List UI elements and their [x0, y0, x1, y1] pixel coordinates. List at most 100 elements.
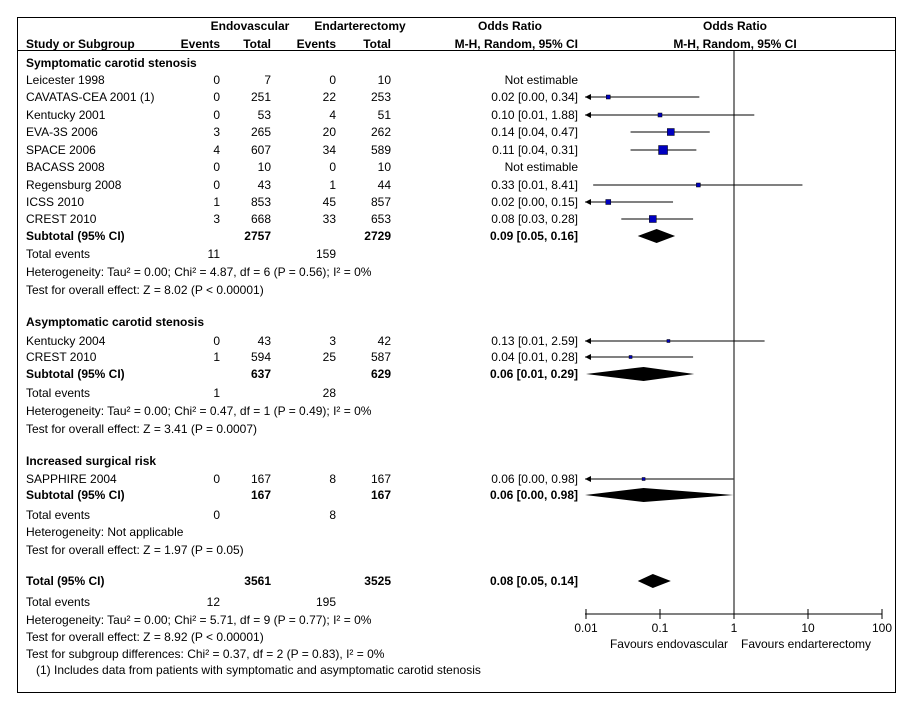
study-odds-ratio-ci: 0.13 [0.01, 2.59]	[491, 334, 578, 348]
study-group2-events: 0	[329, 160, 336, 174]
plot-method: M-H, Random, 95% CI	[673, 37, 797, 51]
study-odds-ratio-ci: 0.04 [0.01, 0.28]	[491, 350, 578, 364]
study-group2-total: 167	[370, 472, 391, 486]
study-group1-events: 0	[213, 90, 220, 104]
study-group2-events: 1	[329, 178, 336, 192]
study-group2-total: 253	[370, 90, 391, 104]
overall-effect-text: Test for overall effect: Z = 3.41 (P = 0…	[26, 422, 258, 436]
study-group1-total: 43	[257, 178, 271, 192]
total-events-label: Total events	[26, 247, 91, 261]
ci-arrow-left-icon	[585, 354, 591, 360]
total-events-label: Total events	[26, 508, 91, 522]
study-odds-ratio-ci: Not estimable	[504, 160, 578, 174]
study-group1-total: 853	[250, 195, 271, 209]
ci-arrow-left-icon	[585, 199, 591, 205]
pooled-estimate-diamond	[585, 488, 734, 502]
study-group2-total: 51	[377, 108, 391, 122]
study-group2-events: 22	[322, 90, 336, 104]
subtotal-group2-total: 167	[370, 488, 391, 502]
heterogeneity-text: Heterogeneity: Not applicable	[26, 525, 184, 539]
study-odds-ratio-ci: Not estimable	[504, 73, 578, 87]
group2-events-header: Events	[296, 37, 336, 51]
study-group2-total: 262	[370, 125, 391, 139]
x-axis-tick-label: 100	[872, 621, 892, 635]
study-weight-square	[667, 128, 675, 136]
study-name: CREST 2010	[26, 212, 97, 226]
study-weight-square	[649, 215, 657, 223]
study-group1-total: 594	[250, 350, 271, 364]
study-name: CAVATAS-CEA 2001 (1)	[26, 90, 155, 104]
x-axis-tick-label: 0.01	[574, 621, 598, 635]
study-odds-ratio-ci: 0.11 [0.04, 0.31]	[492, 143, 578, 157]
total-events-group1: 0	[213, 508, 220, 522]
study-group1-events: 3	[213, 125, 220, 139]
group2-header: Endarterectomy	[314, 19, 406, 33]
study-group1-total: 167	[250, 472, 271, 486]
plot-title: Odds Ratio	[702, 19, 767, 33]
study-group2-events: 34	[322, 143, 336, 157]
study-group1-events: 3	[213, 212, 220, 226]
study-group1-total: 265	[250, 125, 271, 139]
total-events-group2: 8	[329, 508, 336, 522]
study-group1-total: 43	[257, 334, 271, 348]
ci-arrow-left-icon	[585, 112, 591, 118]
study-name: ICSS 2010	[26, 195, 85, 209]
footnote: (1) Includes data from patients with sym…	[36, 663, 481, 677]
study-column-header: Study or Subgroup	[26, 37, 135, 51]
study-odds-ratio-ci: 0.02 [0.00, 0.15]	[491, 195, 578, 209]
subtotal-label: Subtotal (95% CI)	[26, 488, 125, 502]
overall-heterogeneity-text: Heterogeneity: Tau² = 0.00; Chi² = 5.71,…	[26, 613, 372, 627]
study-weight-square	[628, 355, 633, 359]
subtotal-odds-ratio-ci: 0.06 [0.00, 0.98]	[489, 488, 578, 502]
study-group2-total: 653	[370, 212, 391, 226]
study-weight-square	[696, 182, 701, 188]
overall-effect-text: Test for overall effect: Z = 8.92 (P < 0…	[26, 630, 264, 644]
study-group2-total: 44	[377, 178, 391, 192]
ci-arrow-left-icon	[585, 476, 591, 482]
study-name: EVA-3S 2006	[26, 125, 98, 139]
overall-total-events-label: Total events	[26, 595, 91, 609]
study-group1-events: 0	[213, 178, 220, 192]
study-group1-total: 10	[257, 160, 271, 174]
study-name: SAPPHIRE 2004	[26, 472, 117, 486]
study-odds-ratio-ci: 0.10 [0.01, 1.88]	[491, 108, 578, 122]
favours-left-label: Favours endovascular	[610, 637, 728, 651]
study-group1-total: 668	[250, 212, 271, 226]
study-group1-events: 4	[213, 143, 220, 157]
subtotal-label: Subtotal (95% CI)	[26, 367, 125, 381]
header-divider	[18, 50, 895, 51]
x-axis-tick-label: 1	[731, 621, 738, 635]
study-group1-total: 607	[250, 143, 271, 157]
study-weight-square	[641, 477, 646, 481]
subtotal-group1-total: 637	[250, 367, 271, 381]
study-group1-total: 7	[264, 73, 271, 87]
study-group2-total: 10	[377, 73, 391, 87]
favours-right-label: Favours endarterectomy	[741, 637, 871, 651]
or-column-method: M-H, Random, 95% CI	[454, 37, 578, 51]
total-events-group1: 11	[207, 247, 220, 261]
subgroup-heading: Increased surgical risk	[26, 454, 157, 468]
study-group2-events: 4	[329, 108, 336, 122]
subgroup-differences-text: Test for subgroup differences: Chi² = 0.…	[26, 647, 385, 661]
study-weight-square	[605, 199, 612, 205]
x-axis-tick-label: 0.1	[652, 621, 669, 635]
study-name: Kentucky 2004	[26, 334, 106, 348]
overall-total-label: Total (95% CI)	[26, 574, 105, 588]
study-group2-total: 10	[377, 160, 391, 174]
x-axis-tick-label: 10	[801, 621, 815, 635]
study-group1-events: 0	[213, 73, 220, 87]
study-weight-square	[666, 339, 671, 343]
study-group1-total: 53	[257, 108, 271, 122]
study-name: Leicester 1998	[26, 73, 105, 87]
study-odds-ratio-ci: 0.08 [0.03, 0.28]	[491, 212, 578, 226]
heterogeneity-text: Heterogeneity: Tau² = 0.00; Chi² = 0.47,…	[26, 404, 372, 418]
pooled-estimate-diamond	[637, 229, 676, 243]
group1-total-header: Total	[243, 37, 271, 51]
study-group1-events: 0	[213, 334, 220, 348]
subtotal-odds-ratio-ci: 0.06 [0.01, 0.29]	[489, 367, 578, 381]
subtotal-group2-total: 2729	[364, 229, 391, 243]
study-group2-events: 33	[322, 212, 336, 226]
overall-effect-text: Test for overall effect: Z = 8.02 (P < 0…	[26, 283, 264, 297]
